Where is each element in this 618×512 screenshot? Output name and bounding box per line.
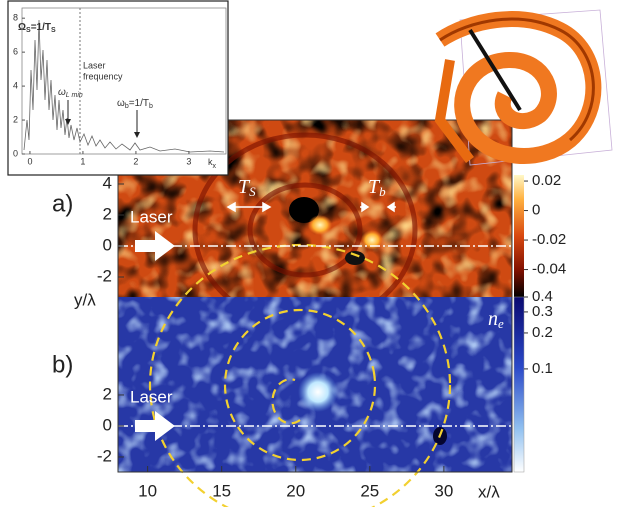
colorbar-tick-label: 0.2 [532, 324, 553, 341]
colorbar-a [514, 175, 524, 297]
inset-y-tick-label: 2 [13, 114, 18, 124]
inset-y-tick-label: 0 [13, 148, 18, 158]
laser-frequency: frequency [83, 71, 123, 81]
inset [7, 0, 229, 176]
x-tick-label: 30 [434, 481, 453, 500]
x-tick-label: 25 [360, 481, 379, 500]
tb-sub: b [379, 184, 386, 199]
spiral-illustration [434, 9, 613, 166]
x-tick-label: 10 [138, 481, 157, 500]
y-tick-label: -2 [97, 446, 112, 465]
colorbar-tick-label: 0.3 [532, 303, 553, 320]
omega-l-label: ωL min [58, 87, 83, 99]
x-axis-label: x/λ [478, 482, 500, 501]
colorbar-tick-label: 0.4 [532, 288, 553, 305]
x-tick-label: 20 [286, 481, 305, 500]
inset-y-tick-label: 6 [13, 47, 18, 57]
laser-arrow [135, 411, 175, 441]
colorbar-tick-label: -0.02 [532, 231, 566, 248]
y-axis-label: y/λ [74, 290, 96, 309]
colorbar-tick-label: 0.02 [532, 172, 561, 189]
panel-label: b) [52, 351, 73, 378]
ts-label: TS [238, 176, 256, 199]
colorbar-tick-label: 0.1 [532, 360, 553, 377]
label-part: S [51, 27, 56, 34]
x-tick-label: 15 [212, 481, 231, 500]
y-tick-label: 2 [103, 384, 112, 403]
panel-b-map [118, 243, 512, 512]
laser-arrow [135, 231, 175, 261]
laser-label: Laser [130, 207, 173, 226]
y-tick-label: -2 [97, 266, 112, 285]
label-part: =1/T [31, 22, 51, 33]
label-part: S [26, 27, 31, 34]
inset-x-tick-label: 2 [133, 156, 138, 166]
label-part: L min [66, 92, 83, 99]
label-part: x [213, 163, 217, 170]
inset-x-tick-label: 1 [80, 156, 85, 166]
inset-x-tick-label: 0 [27, 156, 32, 166]
omega-s-label: ΩS=1/TS [18, 22, 56, 34]
y-tick-label: 0 [103, 415, 112, 434]
frame [117, 119, 513, 473]
y-tick-label: 4 [103, 173, 112, 192]
laser-axes [118, 245, 512, 427]
panel-label: a) [52, 190, 73, 217]
ts-base: T [238, 176, 251, 198]
tb-base: T [368, 176, 381, 198]
ne-sub: e [498, 316, 504, 331]
label-part: ω [58, 87, 66, 98]
ts-sub: S [249, 184, 256, 199]
y-tick-label: 0 [103, 235, 112, 254]
colorbar-b [513, 296, 525, 473]
ne-label: ne [488, 308, 504, 331]
label-part: b [125, 103, 129, 110]
label-part: Ω [18, 22, 26, 33]
laser-label: Laser [130, 387, 173, 406]
ne-base: n [488, 308, 498, 330]
scale-arrows [226, 201, 396, 213]
laser-frequency: Laser [83, 60, 106, 70]
inset-y-tick-label: 4 [13, 80, 18, 90]
inset-x-tick-label: 3 [186, 156, 191, 166]
colorbar-tick-label: 0 [532, 202, 540, 219]
inset-y-tick-label: 8 [13, 13, 18, 23]
spectrum-line [23, 19, 225, 153]
label-part: ω [117, 98, 125, 109]
tb-label: Tb [368, 176, 386, 199]
inset-x-label: kx [208, 157, 217, 169]
label-part: k [208, 157, 213, 167]
omega-b-label: ωb=1/Tb [117, 98, 153, 110]
y-tick-label: 2 [103, 204, 112, 223]
label-part: =1/T [129, 98, 149, 109]
label-part: b [149, 103, 153, 110]
colorbar-tick-label: -0.04 [532, 261, 566, 278]
